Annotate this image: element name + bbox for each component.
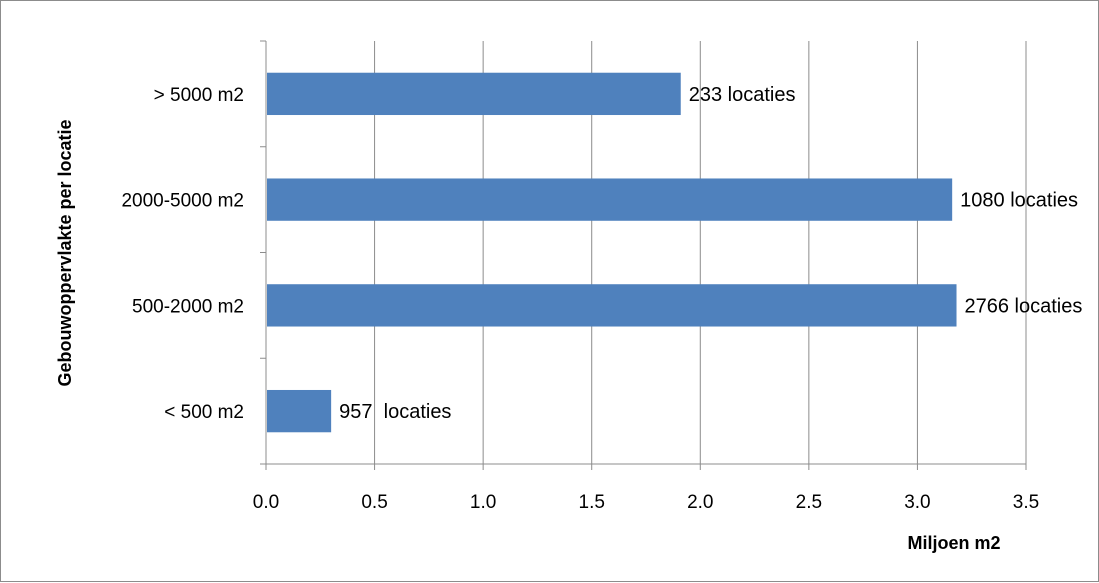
bar	[267, 72, 681, 116]
data-label: 233 locaties	[689, 84, 796, 106]
bar	[267, 284, 957, 327]
x-axis-title: Miljoen m2	[907, 533, 1000, 553]
axes	[260, 40, 1027, 470]
x-tick-label: 2.5	[796, 492, 822, 513]
bar	[267, 178, 953, 221]
x-tick-label: 2.0	[687, 492, 713, 513]
category-label: 2000-5000 m2	[121, 191, 244, 212]
x-tick-label: 3.5	[1013, 492, 1039, 513]
x-tick-label: 1.5	[579, 492, 605, 513]
bar	[267, 389, 332, 433]
category-label: > 5000 m2	[154, 85, 244, 106]
bars	[267, 72, 957, 433]
y-category-labels: < 500 m2 500-2000 m2 2000-5000 m2 > 5000 m2	[121, 85, 244, 423]
x-tick-label: 3.0	[904, 492, 930, 513]
data-label: 2766 locaties	[965, 295, 1083, 317]
y-axis-title: Gebouwoppervlakte per locatie	[55, 119, 75, 386]
data-label: 1080 locaties	[960, 190, 1078, 212]
data-label: 957 locaties	[339, 401, 451, 423]
x-tick-label: 1.0	[470, 492, 496, 513]
category-label: < 500 m2	[164, 402, 244, 423]
category-label: 500-2000 m2	[132, 296, 244, 317]
x-tick-labels: 0.0 0.5 1.0 1.5 2.0 2.5 3.0 3.5	[253, 492, 1039, 513]
x-tick-label: 0.0	[253, 492, 279, 513]
data-labels: 957 locaties 2766 locaties 1080 locaties 23…	[339, 84, 1082, 423]
x-tick-label: 0.5	[361, 492, 387, 513]
